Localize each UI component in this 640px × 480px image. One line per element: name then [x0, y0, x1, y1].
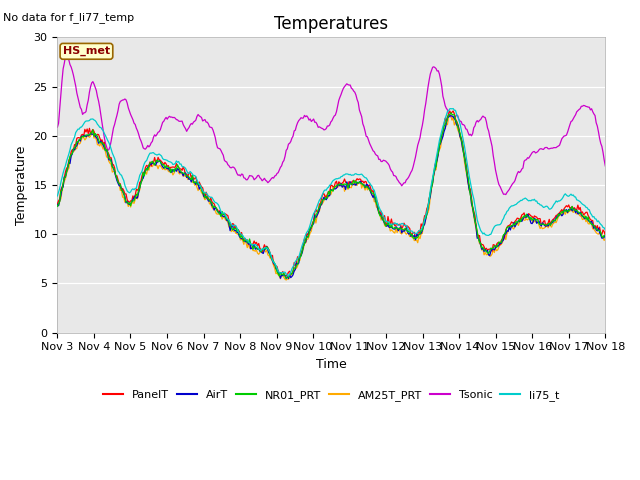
X-axis label: Time: Time [316, 358, 347, 371]
PanelT [449, 108, 457, 114]
AM25T_PRT [446, 112, 454, 118]
li75_t [361, 175, 369, 180]
AirT [282, 276, 290, 281]
NR01_PRT [388, 221, 396, 227]
NR01_PRT [447, 110, 455, 116]
Tsonic [361, 129, 369, 134]
Tsonic [54, 124, 61, 130]
Text: HS_met: HS_met [63, 46, 110, 57]
Line: AM25T_PRT: AM25T_PRT [58, 115, 605, 280]
PanelT [388, 216, 396, 222]
AirT [54, 202, 61, 207]
li75_t [554, 199, 561, 205]
Line: PanelT: PanelT [58, 111, 605, 276]
AM25T_PRT [388, 227, 396, 233]
Tsonic [225, 163, 233, 168]
AirT [458, 144, 466, 150]
li75_t [54, 193, 61, 199]
AirT [602, 235, 609, 241]
li75_t [458, 132, 466, 138]
li75_t [224, 216, 232, 222]
li75_t [449, 106, 457, 111]
AM25T_PRT [361, 187, 369, 193]
NR01_PRT [54, 204, 61, 209]
AirT [361, 185, 369, 191]
li75_t [285, 273, 292, 279]
Y-axis label: Temperature: Temperature [15, 145, 28, 225]
PanelT [602, 233, 609, 239]
PanelT [282, 273, 290, 279]
AirT [224, 217, 232, 223]
NR01_PRT [361, 184, 369, 190]
PanelT [458, 139, 466, 144]
Line: NR01_PRT: NR01_PRT [58, 113, 605, 278]
li75_t [602, 227, 609, 233]
AirT [388, 224, 396, 229]
NR01_PRT [282, 276, 290, 281]
Line: AirT: AirT [58, 116, 605, 278]
AM25T_PRT [224, 219, 232, 225]
NR01_PRT [554, 215, 561, 221]
Text: No data for f_li77_temp: No data for f_li77_temp [3, 12, 134, 23]
PanelT [554, 212, 561, 218]
PanelT [286, 268, 294, 274]
Line: Tsonic: Tsonic [58, 57, 605, 194]
AirT [286, 272, 294, 277]
AM25T_PRT [282, 277, 290, 283]
li75_t [286, 271, 294, 277]
Title: Temperatures: Temperatures [275, 15, 388, 33]
AM25T_PRT [554, 217, 561, 223]
NR01_PRT [458, 140, 466, 146]
Tsonic [388, 168, 396, 174]
NR01_PRT [602, 233, 609, 239]
AM25T_PRT [54, 202, 61, 208]
Tsonic [502, 192, 509, 197]
AM25T_PRT [286, 275, 294, 281]
Tsonic [458, 119, 465, 124]
PanelT [224, 213, 232, 218]
AM25T_PRT [458, 144, 466, 150]
Tsonic [602, 163, 609, 169]
Tsonic [554, 144, 561, 150]
NR01_PRT [286, 272, 294, 277]
Tsonic [61, 54, 69, 60]
AirT [554, 213, 561, 219]
NR01_PRT [224, 217, 232, 223]
PanelT [54, 201, 61, 207]
Tsonic [286, 141, 294, 146]
AM25T_PRT [602, 236, 609, 241]
Line: li75_t: li75_t [58, 108, 605, 276]
PanelT [361, 179, 369, 184]
Legend: PanelT, AirT, NR01_PRT, AM25T_PRT, Tsonic, li75_t: PanelT, AirT, NR01_PRT, AM25T_PRT, Tsoni… [99, 385, 564, 405]
li75_t [388, 222, 396, 228]
AirT [446, 113, 454, 119]
